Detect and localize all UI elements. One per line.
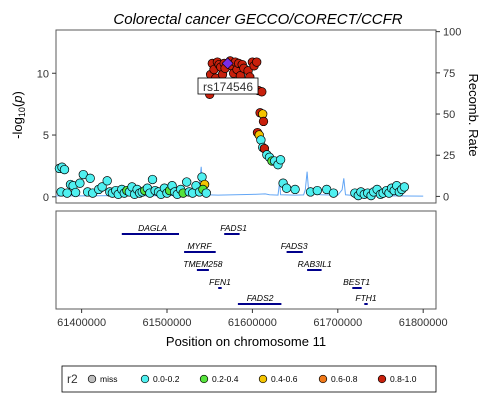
legend-label: 0.2-0.4 — [212, 374, 239, 384]
gene-label: FADS1 — [220, 223, 247, 233]
lead-snp-layer: rs174546 — [197, 57, 259, 95]
snp-point — [312, 185, 322, 196]
legend-label: miss — [100, 374, 117, 384]
snp-point — [70, 187, 81, 198]
gene-label: DAGLA — [138, 223, 167, 233]
legend-label: 0.0-0.2 — [153, 374, 180, 384]
legend-swatch — [140, 374, 150, 384]
y-right-tick-label: 100 — [443, 27, 461, 39]
legend-label: 0.6-0.8 — [331, 374, 358, 384]
snp-point — [399, 182, 410, 192]
y-tick-label: 0 — [43, 192, 49, 204]
snp-point — [275, 155, 286, 165]
legend-swatch — [199, 374, 209, 384]
gene-panel — [55, 210, 437, 310]
y-axis-title-left: -log10(p) — [10, 91, 27, 139]
x-axis-title: Position on chromosome 11 — [166, 334, 326, 349]
snp-point — [85, 173, 95, 183]
x-tick-label: 61800000 — [399, 317, 448, 329]
legend-label: 0.4-0.6 — [271, 374, 298, 384]
gene-label: FADS3 — [281, 241, 308, 251]
snp-point — [201, 188, 211, 198]
legend-swatch — [258, 374, 268, 384]
snp-point — [252, 57, 262, 67]
gene-label: FTH1 — [355, 293, 377, 303]
chart-title: Colorectal cancer GECCO/CORECT/CCFR — [113, 11, 402, 28]
snp-point — [258, 116, 269, 127]
y-right-tick-label: 75 — [443, 68, 455, 80]
x-tick-label: 61400000 — [57, 317, 106, 329]
snp-point — [59, 164, 70, 175]
legend-swatch — [87, 374, 97, 384]
y-right-tick-label: 0 — [443, 191, 449, 203]
gene-label: RAB3IL1 — [298, 259, 332, 269]
x-tick-label: 61500000 — [143, 317, 192, 329]
snp-point — [62, 188, 72, 198]
gene-label: FADS2 — [247, 293, 274, 303]
x-tick-label: 61600000 — [228, 317, 277, 329]
svg-text:Recomb. Rate: Recomb. Rate — [466, 73, 481, 156]
snp-point — [102, 176, 112, 186]
gene-label: FEN1 — [209, 277, 231, 287]
lead-snp-label: rs174546 — [203, 80, 253, 94]
y-axis-title-right: Recomb. Rate — [466, 73, 481, 156]
r2-legend: r2 miss 0.0-0.2 0.2-0.4 0.4-0.6 0.6-0.8 0.8-1… — [61, 365, 437, 393]
legend-swatch — [318, 374, 328, 384]
snp-point — [257, 87, 267, 97]
snp-point — [182, 177, 192, 187]
gene-tracks: DAGLA FADS1 MYRF FADS3 TMEM258 RAB3IL1 FEN1 BES… — [121, 223, 377, 305]
gene-label: BEST1 — [343, 277, 370, 287]
snp-point — [281, 183, 292, 193]
legend-box — [61, 365, 437, 393]
snp-point — [328, 188, 339, 198]
lead-snp-label-box — [197, 77, 259, 95]
y-tick-label: 10 — [37, 68, 49, 80]
y-right-tick-label: 25 — [443, 150, 455, 162]
legend-title: r2 — [67, 372, 78, 386]
snp-point — [75, 178, 85, 188]
y-right-tick-label: 50 — [443, 109, 455, 121]
x-tick-label: 61700000 — [313, 317, 362, 329]
svg-text:-log10(p): -log10(p) — [10, 91, 27, 139]
legend-swatch — [377, 374, 387, 384]
lead-snp-marker — [221, 57, 234, 70]
gene-label: MYRF — [187, 241, 212, 251]
y-tick-label: 5 — [43, 130, 49, 142]
association-panel — [55, 29, 437, 204]
snp-point — [290, 184, 300, 195]
gene-label: TMEM258 — [183, 259, 222, 269]
legend-label: 0.8-1.0 — [390, 374, 417, 384]
snp-point — [147, 174, 158, 185]
snp-point — [97, 182, 107, 192]
